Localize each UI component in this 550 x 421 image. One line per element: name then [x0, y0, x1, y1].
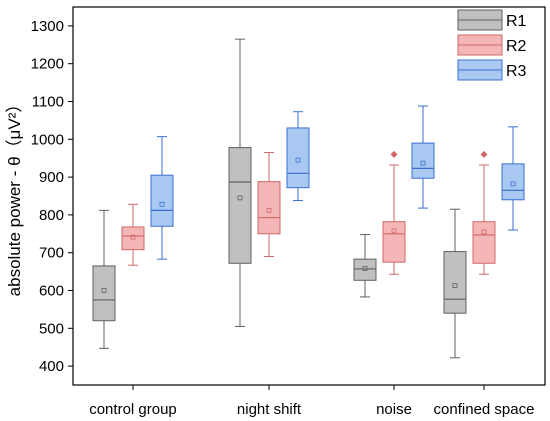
x-category-label: confined space	[434, 401, 535, 418]
box-r1	[228, 38, 252, 327]
box-body	[228, 147, 252, 264]
outlier-point	[390, 150, 398, 158]
box-r2	[121, 203, 145, 266]
mean-marker	[510, 181, 516, 187]
y-tick-label: 600	[39, 283, 64, 300]
box-body	[257, 181, 281, 235]
box-r3	[286, 111, 310, 202]
mean-marker	[295, 157, 301, 163]
legend-label: R1	[506, 13, 527, 30]
y-tick-label: 400	[39, 358, 64, 375]
box-r2	[472, 150, 496, 275]
x-category-label: night shift	[237, 401, 302, 418]
box-body	[382, 221, 406, 263]
y-tick-label: 1200	[31, 56, 64, 73]
outlier-point	[480, 150, 488, 158]
y-tick-label: 900	[39, 169, 64, 186]
box-body	[443, 251, 467, 314]
mean-marker	[452, 283, 458, 288]
mean-marker	[159, 201, 165, 207]
box-body	[411, 142, 435, 179]
box-body	[353, 258, 377, 281]
y-tick-label: 1100	[32, 94, 64, 111]
plot-area: 400 500 600 700 800 900 1000 1100 1200 1300 contro…	[31, 6, 546, 418]
mean-marker	[362, 266, 368, 271]
box-r3	[150, 136, 174, 260]
box-r3	[501, 126, 525, 231]
mean-marker	[101, 288, 107, 293]
box-r2	[257, 152, 281, 257]
y-tick-label: 1300	[31, 18, 64, 35]
mean-marker	[420, 160, 426, 166]
y-tick-label: 500	[39, 320, 64, 337]
box-r3	[411, 105, 435, 209]
mean-marker	[266, 207, 272, 213]
y-axis-title: absolute power - θ（μV²）	[5, 96, 24, 297]
box-r1	[92, 209, 116, 349]
plot-frame	[72, 6, 546, 386]
x-category-label: noise	[376, 401, 412, 418]
mean-marker	[481, 229, 487, 235]
legend-label: R2	[506, 38, 527, 55]
box-body	[472, 221, 496, 264]
mean-marker	[237, 195, 243, 201]
box-body	[92, 265, 116, 322]
y-tick-label: 700	[39, 245, 64, 262]
legend-label: R3	[506, 63, 527, 80]
box-r1	[353, 234, 377, 298]
y-tick-label: 800	[39, 207, 64, 224]
box-r1	[443, 208, 467, 359]
box-body	[150, 174, 174, 227]
mean-marker	[391, 228, 397, 234]
y-tick-label: 1000	[31, 131, 64, 148]
box-r2	[382, 150, 406, 275]
x-category-label: control group	[89, 401, 177, 418]
box-body	[121, 226, 145, 251]
mean-marker	[130, 234, 136, 240]
